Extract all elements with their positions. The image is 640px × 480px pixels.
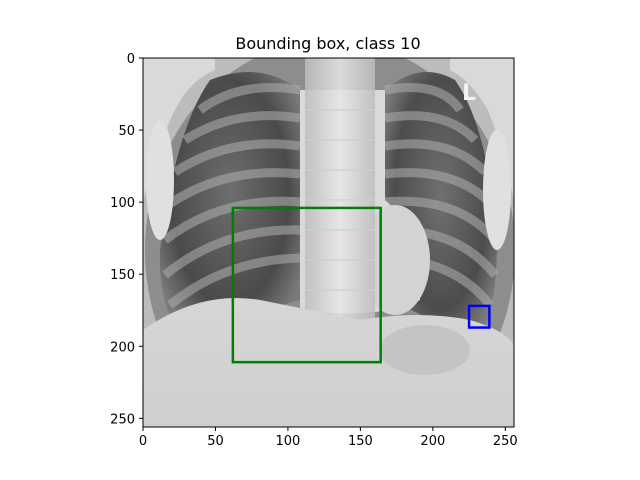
y-tick-label: 250 bbox=[110, 412, 135, 427]
xray-image: L bbox=[143, 58, 514, 427]
y-axis: 0 50 100 150 200 250 bbox=[110, 52, 143, 427]
bounding-box-2 bbox=[467, 304, 491, 329]
image-corner-marker: L bbox=[462, 81, 476, 106]
x-tick-label: 50 bbox=[207, 434, 224, 449]
axes-frame bbox=[142, 57, 515, 428]
y-tick-label: 0 bbox=[127, 52, 135, 67]
y-tick-label: 100 bbox=[110, 196, 135, 211]
plot-title: Bounding box, class 10 bbox=[235, 34, 420, 53]
y-tick-label: 200 bbox=[110, 340, 135, 355]
x-tick-label: 200 bbox=[420, 434, 445, 449]
bounding-boxes bbox=[231, 206, 491, 364]
x-tick-label: 100 bbox=[276, 434, 301, 449]
y-tick-label: 150 bbox=[110, 268, 135, 283]
x-tick-label: 150 bbox=[348, 434, 373, 449]
x-tick-label: 0 bbox=[139, 434, 147, 449]
y-tick-label: 50 bbox=[118, 124, 135, 139]
bounding-box-1 bbox=[231, 206, 382, 364]
x-axis: 0 50 100 150 200 250 bbox=[139, 427, 518, 449]
x-tick-label: 250 bbox=[493, 434, 518, 449]
